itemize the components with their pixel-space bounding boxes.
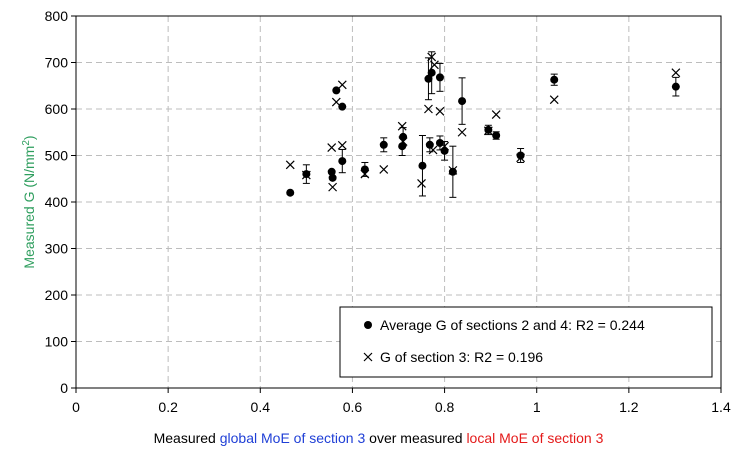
data-point-x	[337, 80, 347, 90]
y-tick-label: 100	[45, 334, 69, 350]
x-axis-label: Measured global MoE of section 3 over me…	[154, 430, 604, 446]
y-axis-ticks: 0 100 200 300 400 500 600 700 800	[45, 8, 76, 396]
data-point-x	[483, 126, 493, 136]
data-point-x	[448, 165, 458, 175]
series-layer	[285, 51, 681, 198]
y-tick-label: 700	[45, 55, 69, 71]
y-tick-label: 800	[45, 8, 69, 24]
y-tick-label: 200	[45, 287, 69, 303]
data-point-circle	[338, 157, 347, 166]
x-axis-label-part-3: over measured	[365, 430, 466, 446]
data-point-x	[337, 140, 347, 150]
data-point-circle	[550, 75, 559, 84]
x-axis-label-part-1: Measured	[154, 430, 220, 446]
data-point-circle	[418, 161, 427, 170]
data-point-x	[671, 68, 681, 78]
data-point-x	[440, 141, 449, 151]
data-point-circle	[492, 131, 501, 140]
data-point-x	[549, 95, 559, 105]
x-axis-label-local-moe: local MoE of section 3	[466, 430, 603, 446]
legend-box	[339, 306, 713, 378]
data-point-circle	[286, 188, 295, 197]
data-point-circle	[399, 132, 408, 141]
series-0	[286, 51, 680, 198]
data-point-circle	[328, 173, 337, 182]
data-point-circle	[302, 170, 311, 179]
data-point-x	[301, 170, 311, 180]
y-tick-label: 500	[45, 148, 69, 164]
data-point-x	[327, 143, 337, 153]
data-point-x	[457, 127, 467, 137]
legend-label-average-g: Average G of sections 2 and 4: R2 = 0.24…	[380, 317, 645, 333]
data-point-circle	[671, 82, 680, 91]
data-point-circle	[440, 146, 449, 155]
data-point-x	[331, 97, 341, 107]
data-point-circle	[516, 151, 525, 160]
data-point-x	[285, 160, 295, 170]
data-point-x	[427, 52, 437, 62]
data-point-x	[516, 153, 526, 163]
data-point-x	[360, 169, 370, 179]
x-tick-label: 0.6	[343, 399, 363, 415]
y-tick-label: 300	[45, 241, 69, 257]
y-tick-label: 0	[60, 380, 68, 396]
data-point-circle	[360, 165, 369, 174]
data-point-x	[417, 178, 426, 188]
data-point-circle	[484, 125, 493, 134]
data-point-circle	[379, 140, 388, 149]
data-point-x	[428, 145, 438, 155]
x-tick-label: 0.8	[435, 399, 455, 415]
data-point-x	[424, 104, 433, 114]
legend-label-g-section-3: G of section 3: R2 = 0.196	[380, 349, 543, 365]
y-tick-label: 600	[45, 101, 69, 117]
data-point-circle	[427, 68, 436, 77]
data-point-circle	[458, 97, 467, 106]
data-point-circle	[448, 167, 457, 176]
y-axis-label-close: )	[21, 135, 37, 140]
data-point-x	[435, 106, 445, 116]
x-axis-ticks: 0 0.2 0.4 0.6 0.8 1 1.2 1.4	[72, 388, 731, 415]
data-point-x	[430, 60, 439, 70]
x-axis-label-global-moe: global MoE of section 3	[220, 430, 366, 446]
data-point-x	[398, 137, 408, 146]
data-point-x	[328, 182, 338, 192]
series-1	[285, 52, 681, 192]
legend-marker-x	[363, 352, 373, 362]
x-tick-label: 0.2	[158, 399, 178, 415]
x-tick-label: 1.2	[619, 399, 639, 415]
legend-marker-circle	[364, 321, 372, 329]
y-axis-label-text: Measured G (N/mm	[21, 146, 37, 269]
data-point-circle	[425, 140, 434, 149]
y-axis-label: Measured G (N/mm2)	[21, 135, 38, 268]
data-point-circle	[435, 73, 444, 82]
data-point-x	[379, 165, 389, 174]
data-point-x	[491, 110, 501, 120]
x-tick-label: 1.4	[711, 399, 731, 415]
y-axis-label-superscript: 2	[21, 140, 32, 146]
legend: Average G of sections 2 and 4: R2 = 0.24…	[339, 306, 713, 378]
x-tick-label: 1	[533, 399, 541, 415]
x-tick-label: 0	[72, 399, 80, 415]
x-tick-label: 0.4	[251, 399, 271, 415]
data-point-circle	[338, 102, 347, 111]
y-tick-label: 400	[45, 194, 69, 210]
data-point-circle	[424, 74, 433, 83]
data-point-circle	[435, 138, 444, 147]
data-point-x	[397, 121, 407, 131]
data-point-circle	[327, 167, 336, 176]
